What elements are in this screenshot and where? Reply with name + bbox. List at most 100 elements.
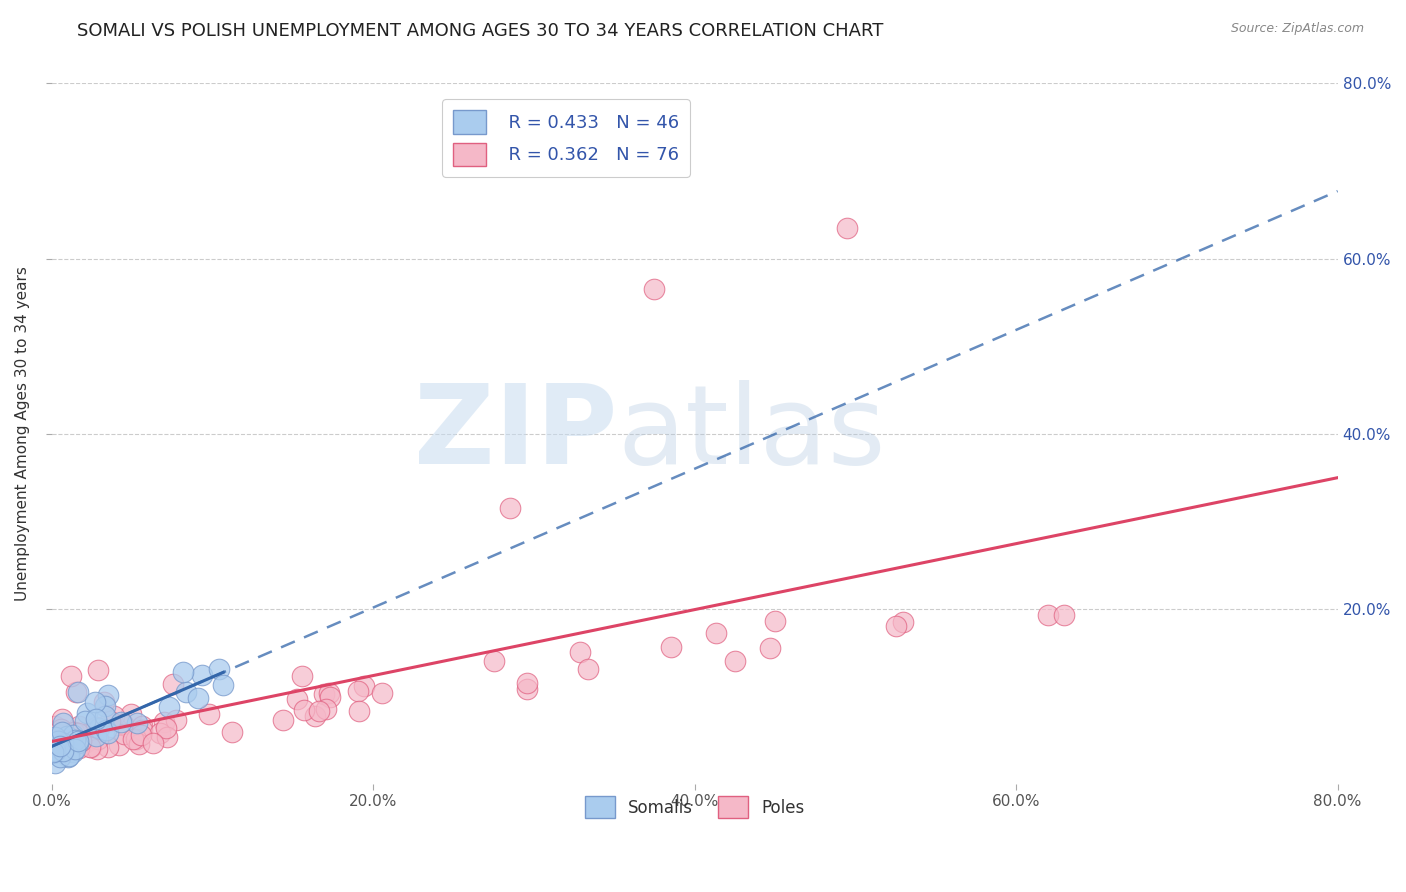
Point bbox=[44, 744, 66, 758]
Point bbox=[643, 282, 665, 296]
Point bbox=[51, 723, 73, 737]
Point bbox=[659, 640, 682, 655]
Point bbox=[84, 729, 107, 743]
Point bbox=[72, 738, 94, 752]
Point bbox=[94, 723, 117, 738]
Point bbox=[353, 679, 375, 693]
Point bbox=[704, 625, 727, 640]
Point bbox=[576, 662, 599, 676]
Point bbox=[125, 732, 148, 747]
Point bbox=[79, 739, 101, 754]
Point bbox=[1036, 607, 1059, 622]
Text: Source: ZipAtlas.com: Source: ZipAtlas.com bbox=[1230, 22, 1364, 36]
Point bbox=[76, 706, 98, 721]
Point bbox=[121, 732, 143, 747]
Point bbox=[44, 719, 66, 733]
Point bbox=[112, 727, 135, 741]
Point bbox=[190, 667, 212, 681]
Point bbox=[886, 619, 908, 633]
Point bbox=[97, 739, 120, 754]
Point bbox=[42, 745, 65, 759]
Point bbox=[156, 730, 179, 744]
Point bbox=[51, 713, 73, 727]
Point bbox=[67, 736, 90, 750]
Point bbox=[93, 698, 115, 713]
Point bbox=[55, 729, 77, 743]
Point bbox=[285, 692, 308, 706]
Point bbox=[52, 744, 75, 758]
Point bbox=[97, 688, 120, 702]
Point bbox=[48, 725, 70, 739]
Point bbox=[94, 709, 117, 723]
Point bbox=[312, 688, 335, 702]
Point bbox=[42, 739, 65, 754]
Point bbox=[131, 719, 153, 733]
Point bbox=[837, 220, 859, 235]
Point bbox=[65, 685, 87, 699]
Point bbox=[162, 677, 184, 691]
Point bbox=[63, 742, 86, 756]
Point bbox=[79, 740, 101, 755]
Point bbox=[763, 614, 786, 628]
Point bbox=[347, 704, 370, 718]
Point bbox=[174, 685, 197, 699]
Text: atlas: atlas bbox=[617, 380, 886, 487]
Point bbox=[42, 747, 65, 761]
Point bbox=[129, 727, 152, 741]
Point bbox=[76, 727, 98, 741]
Point bbox=[60, 669, 83, 683]
Point bbox=[48, 750, 70, 764]
Point bbox=[87, 721, 110, 735]
Point bbox=[155, 721, 177, 735]
Point bbox=[66, 685, 89, 699]
Point bbox=[62, 745, 84, 759]
Point bbox=[67, 740, 90, 755]
Point bbox=[103, 709, 125, 723]
Point bbox=[44, 730, 66, 744]
Point bbox=[347, 683, 370, 698]
Point bbox=[516, 675, 538, 690]
Point bbox=[86, 712, 108, 726]
Point bbox=[165, 713, 187, 727]
Point bbox=[125, 716, 148, 731]
Point bbox=[273, 713, 295, 727]
Point bbox=[157, 699, 180, 714]
Point bbox=[308, 704, 330, 718]
Legend: Somalis, Poles: Somalis, Poles bbox=[578, 789, 811, 824]
Point bbox=[53, 736, 76, 750]
Point bbox=[304, 709, 326, 723]
Point bbox=[87, 732, 110, 747]
Point bbox=[63, 724, 86, 739]
Point bbox=[59, 742, 82, 756]
Point bbox=[48, 733, 70, 747]
Point bbox=[86, 663, 108, 677]
Point bbox=[208, 662, 231, 676]
Point bbox=[724, 654, 747, 668]
Point bbox=[142, 736, 165, 750]
Point bbox=[292, 702, 315, 716]
Point bbox=[86, 741, 108, 756]
Point bbox=[73, 714, 96, 729]
Point bbox=[110, 714, 132, 729]
Point bbox=[93, 695, 115, 709]
Point bbox=[318, 686, 340, 700]
Point bbox=[111, 717, 134, 731]
Y-axis label: Unemployment Among Ages 30 to 34 years: Unemployment Among Ages 30 to 34 years bbox=[15, 266, 30, 601]
Point bbox=[291, 668, 314, 682]
Point bbox=[198, 706, 221, 721]
Point bbox=[44, 756, 66, 770]
Text: SOMALI VS POLISH UNEMPLOYMENT AMONG AGES 30 TO 34 YEARS CORRELATION CHART: SOMALI VS POLISH UNEMPLOYMENT AMONG AGES… bbox=[77, 22, 884, 40]
Point bbox=[84, 720, 107, 734]
Point bbox=[149, 726, 172, 740]
Point bbox=[67, 733, 90, 747]
Point bbox=[70, 733, 93, 747]
Text: ZIP: ZIP bbox=[413, 380, 617, 487]
Point bbox=[315, 701, 337, 715]
Point bbox=[51, 725, 73, 739]
Point bbox=[891, 615, 914, 629]
Point bbox=[212, 678, 235, 692]
Point bbox=[516, 681, 538, 696]
Point bbox=[759, 641, 782, 656]
Point bbox=[499, 500, 522, 515]
Point bbox=[128, 737, 150, 751]
